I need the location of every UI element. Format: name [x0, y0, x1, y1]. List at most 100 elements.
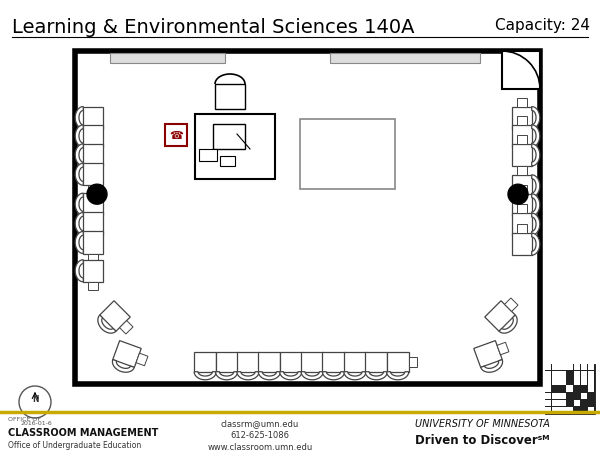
FancyBboxPatch shape: [566, 364, 573, 370]
Polygon shape: [83, 213, 103, 235]
FancyBboxPatch shape: [545, 407, 551, 413]
Text: Capacity: 24: Capacity: 24: [495, 18, 590, 33]
Polygon shape: [474, 341, 502, 368]
FancyBboxPatch shape: [75, 52, 540, 384]
Polygon shape: [88, 235, 98, 244]
Polygon shape: [259, 372, 280, 380]
Polygon shape: [83, 144, 103, 167]
Circle shape: [87, 185, 107, 205]
Polygon shape: [280, 352, 302, 372]
FancyBboxPatch shape: [581, 364, 587, 370]
FancyBboxPatch shape: [502, 52, 540, 90]
Text: N: N: [32, 394, 38, 404]
FancyBboxPatch shape: [581, 393, 587, 399]
Text: Office of Undergraduate Education: Office of Undergraduate Education: [8, 440, 141, 449]
Text: 2016-01-6: 2016-01-6: [20, 420, 52, 425]
Polygon shape: [301, 372, 323, 380]
FancyBboxPatch shape: [545, 378, 551, 385]
Polygon shape: [88, 129, 98, 138]
FancyBboxPatch shape: [110, 54, 225, 64]
Polygon shape: [88, 186, 98, 194]
Polygon shape: [344, 357, 353, 367]
FancyBboxPatch shape: [581, 371, 587, 378]
Polygon shape: [301, 352, 323, 372]
Polygon shape: [532, 233, 540, 256]
Polygon shape: [75, 213, 83, 235]
Polygon shape: [88, 282, 98, 291]
Polygon shape: [512, 233, 532, 256]
Polygon shape: [75, 144, 83, 167]
FancyBboxPatch shape: [545, 371, 551, 378]
Text: 612-625-1086: 612-625-1086: [230, 430, 290, 439]
FancyBboxPatch shape: [545, 364, 595, 414]
FancyBboxPatch shape: [552, 400, 559, 406]
Polygon shape: [517, 205, 527, 213]
FancyBboxPatch shape: [300, 120, 395, 189]
Polygon shape: [88, 167, 98, 175]
Polygon shape: [88, 254, 98, 263]
Polygon shape: [386, 372, 409, 380]
FancyBboxPatch shape: [588, 407, 594, 413]
Polygon shape: [98, 315, 116, 333]
FancyBboxPatch shape: [552, 393, 559, 399]
FancyBboxPatch shape: [195, 115, 275, 180]
Polygon shape: [517, 225, 527, 233]
Polygon shape: [113, 341, 141, 368]
Polygon shape: [215, 352, 238, 372]
Polygon shape: [512, 175, 532, 198]
Polygon shape: [532, 125, 540, 148]
FancyBboxPatch shape: [545, 393, 551, 399]
Polygon shape: [512, 194, 532, 216]
FancyBboxPatch shape: [588, 371, 594, 378]
Text: ☎: ☎: [169, 131, 183, 141]
Polygon shape: [215, 372, 238, 380]
Polygon shape: [194, 372, 216, 380]
Text: UNIVERSITY OF MINNESOTA: UNIVERSITY OF MINNESOTA: [415, 418, 550, 428]
FancyBboxPatch shape: [330, 54, 480, 64]
FancyBboxPatch shape: [559, 378, 566, 385]
Polygon shape: [517, 167, 527, 175]
Polygon shape: [83, 260, 103, 282]
Text: OFFICE OF: OFFICE OF: [8, 416, 41, 421]
Polygon shape: [280, 372, 302, 380]
Polygon shape: [532, 175, 540, 198]
Polygon shape: [322, 372, 344, 380]
Polygon shape: [532, 144, 540, 167]
FancyBboxPatch shape: [215, 85, 245, 110]
FancyBboxPatch shape: [545, 364, 551, 370]
Polygon shape: [532, 213, 540, 236]
Text: www.classroom.umn.edu: www.classroom.umn.edu: [208, 442, 313, 451]
Circle shape: [508, 185, 528, 205]
Polygon shape: [365, 372, 388, 380]
Polygon shape: [481, 360, 503, 372]
FancyBboxPatch shape: [545, 400, 551, 406]
Polygon shape: [344, 372, 366, 380]
FancyBboxPatch shape: [566, 386, 573, 392]
FancyBboxPatch shape: [559, 364, 566, 370]
Polygon shape: [517, 186, 527, 194]
FancyBboxPatch shape: [559, 371, 566, 378]
FancyBboxPatch shape: [220, 156, 235, 167]
Polygon shape: [512, 144, 532, 167]
FancyBboxPatch shape: [574, 364, 580, 370]
Text: Driven to Discoverˢᴹ: Driven to Discoverˢᴹ: [415, 433, 550, 446]
FancyBboxPatch shape: [566, 407, 573, 413]
Polygon shape: [83, 125, 103, 148]
Polygon shape: [100, 301, 130, 332]
Polygon shape: [237, 372, 259, 380]
Polygon shape: [119, 321, 133, 334]
Polygon shape: [322, 352, 344, 372]
Polygon shape: [532, 194, 540, 216]
Polygon shape: [216, 357, 225, 367]
FancyBboxPatch shape: [552, 378, 559, 385]
Polygon shape: [83, 232, 103, 254]
Polygon shape: [112, 360, 134, 372]
FancyBboxPatch shape: [588, 364, 594, 370]
Polygon shape: [280, 357, 289, 367]
Polygon shape: [83, 164, 103, 186]
Polygon shape: [388, 357, 396, 367]
Polygon shape: [238, 357, 247, 367]
Polygon shape: [75, 260, 83, 282]
Polygon shape: [512, 107, 532, 129]
Polygon shape: [512, 213, 532, 236]
